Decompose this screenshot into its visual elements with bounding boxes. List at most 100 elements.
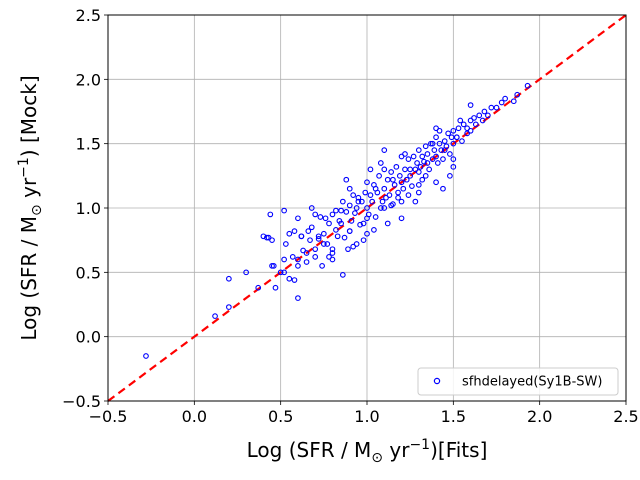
data-point — [457, 117, 464, 124]
data-point — [514, 91, 521, 98]
data-point — [409, 183, 415, 189]
data-point — [379, 198, 386, 205]
reference-line-layer — [107, 14, 627, 402]
data-point — [345, 246, 351, 253]
data-point — [270, 263, 277, 269]
data-point — [398, 179, 405, 186]
data-point — [393, 163, 400, 170]
data-point — [398, 215, 405, 222]
data-point — [415, 181, 422, 188]
x-tick-label: 0.5 — [268, 407, 293, 426]
data-point — [329, 250, 336, 256]
legend-box — [417, 367, 619, 396]
data-point — [364, 230, 370, 237]
y-tick-label: 0.5 — [76, 263, 101, 282]
data-point — [377, 205, 384, 211]
y-tick-label: 2.5 — [76, 6, 101, 25]
data-point — [472, 121, 479, 128]
data-point — [414, 160, 420, 166]
data-point — [438, 147, 445, 153]
legend-label: sfhdelayed(Sy1B-SW) — [462, 375, 602, 390]
y-tick-label: 1.0 — [76, 199, 101, 218]
data-point — [307, 237, 313, 244]
data-point — [317, 214, 324, 220]
data-point — [450, 140, 457, 147]
points-layer — [143, 82, 531, 359]
data-point — [422, 143, 429, 150]
data-point — [364, 205, 370, 211]
data-point — [357, 221, 363, 228]
y-axis-label: Log (SFR / M⊙ yr−1) [Mock] — [16, 75, 45, 340]
data-point — [447, 151, 453, 157]
data-point — [286, 230, 293, 237]
data-point — [298, 233, 305, 240]
y-tick-label: 0.0 — [76, 328, 101, 347]
data-point — [424, 151, 431, 157]
data-point — [281, 269, 287, 276]
y-axis-label-sub: ⊙ — [29, 204, 45, 216]
data-point — [450, 163, 457, 170]
data-point — [419, 153, 426, 160]
data-point — [481, 108, 488, 115]
y-axis-label-mid: yr — [17, 177, 41, 204]
data-point — [510, 98, 517, 105]
data-point — [415, 169, 422, 175]
x-axis-label-sub: ⊙ — [371, 450, 383, 466]
data-point — [320, 241, 327, 247]
data-point — [343, 176, 350, 183]
data-point — [360, 237, 367, 244]
data-point — [308, 224, 315, 231]
data-point — [377, 160, 384, 166]
data-point — [419, 176, 426, 183]
data-point — [386, 192, 393, 198]
data-point — [453, 134, 460, 141]
data-point — [364, 215, 370, 222]
data-point — [226, 304, 232, 310]
data-point — [295, 256, 301, 263]
data-point — [281, 256, 287, 263]
data-point — [424, 160, 431, 166]
data-point — [400, 185, 407, 192]
data-point — [308, 205, 315, 211]
data-point — [381, 185, 388, 192]
data-point — [350, 192, 357, 198]
x-axis-label-sup: −1 — [409, 437, 430, 453]
x-axis-label-post: )[Fits] — [430, 438, 487, 462]
data-point — [346, 202, 353, 209]
legend: sfhdelayed(Sy1B-SW) — [417, 367, 619, 396]
data-point — [407, 166, 414, 173]
data-point — [460, 121, 467, 128]
data-point — [339, 272, 346, 278]
data-point — [434, 160, 441, 166]
data-point — [436, 140, 443, 147]
data-point — [390, 176, 396, 183]
data-point — [326, 220, 332, 227]
data-point — [312, 254, 319, 260]
data-point — [447, 172, 453, 179]
x-tick-label: 2.0 — [527, 407, 552, 426]
data-point — [455, 125, 462, 132]
data-point — [322, 215, 329, 222]
data-point — [376, 172, 382, 179]
data-point — [433, 179, 439, 186]
data-point — [355, 194, 362, 201]
data-point — [333, 227, 339, 233]
data-point — [362, 189, 369, 196]
legend-marker — [433, 377, 441, 385]
data-point — [303, 250, 310, 256]
data-point — [291, 277, 298, 283]
data-point — [429, 140, 436, 147]
data-point — [319, 263, 325, 269]
y-axis-label-post: ) [Mock] — [17, 75, 41, 157]
data-point — [295, 263, 301, 269]
data-point — [291, 228, 298, 235]
data-point — [312, 211, 319, 218]
data-point — [326, 254, 332, 260]
data-point — [405, 192, 412, 198]
data-point — [226, 275, 232, 282]
data-point — [467, 102, 474, 108]
data-point — [212, 313, 218, 319]
data-point — [346, 185, 353, 192]
data-point — [428, 140, 434, 147]
